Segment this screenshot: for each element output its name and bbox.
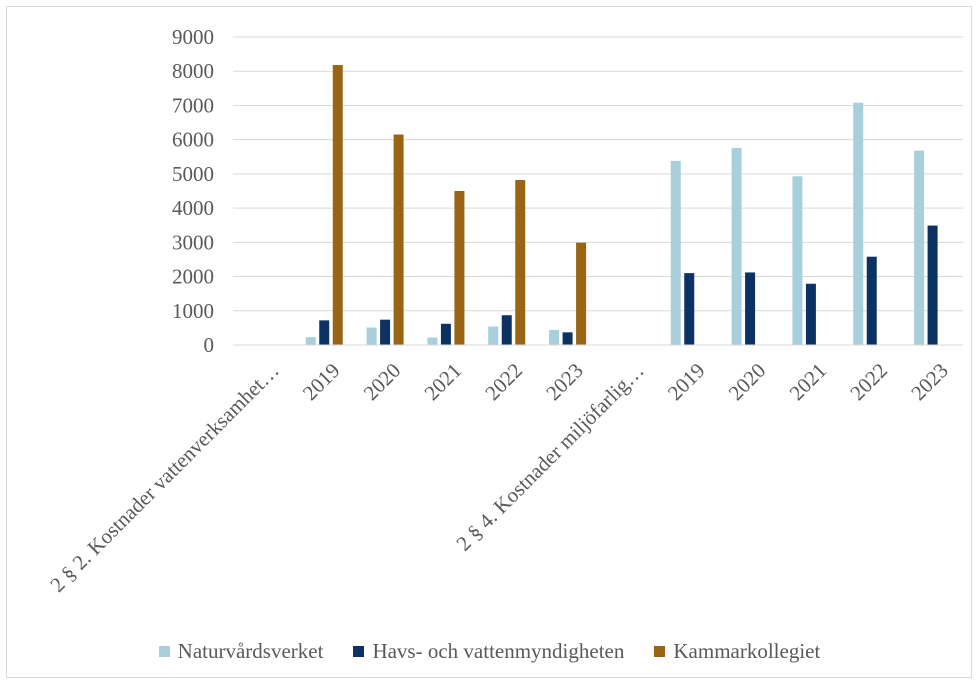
bar-havs-och-vattenmyndigheten-2	[380, 319, 391, 345]
bar-naturv-rdsverket-2	[366, 327, 377, 345]
x-tick-label: 2021	[785, 358, 832, 405]
bar-naturv-rdsverket-1	[305, 337, 316, 345]
y-tick-label: 2000	[172, 265, 214, 289]
y-tick-label: 1000	[172, 299, 214, 323]
legend: Naturvårdsverket Havs- och vattenmyndigh…	[0, 636, 979, 666]
legend-item-kammarkollegiet: Kammarkollegiet	[654, 639, 820, 664]
bar-naturv-rdsverket-8	[731, 147, 742, 345]
bar-kammarkollegiet-2	[393, 134, 404, 345]
y-tick-label: 4000	[172, 196, 214, 220]
x-tick-label: 2021	[420, 358, 467, 405]
x-tick-label: 2020	[724, 358, 771, 405]
y-tick-label: 7000	[172, 93, 214, 117]
bar-kammarkollegiet-1	[332, 65, 343, 345]
bar-kammarkollegiet-5	[576, 242, 587, 345]
bar-havs-och-vattenmyndigheten-10	[866, 256, 877, 345]
y-tick-label: 5000	[172, 162, 214, 186]
legend-item-naturvardsverket: Naturvårdsverket	[158, 638, 324, 664]
bar-havs-och-vattenmyndigheten-4	[501, 315, 512, 345]
bar-havs-och-vattenmyndigheten-9	[805, 283, 816, 345]
legend-label-naturvardsverket: Naturvårdsverket	[177, 638, 324, 663]
x-tick-label: 2020	[359, 358, 406, 405]
x-tick-label: 2023	[541, 358, 588, 405]
x-tick-label: 2022	[480, 358, 527, 405]
y-tick-label: 3000	[172, 230, 214, 254]
bar-naturv-rdsverket-10	[853, 102, 864, 345]
bar-naturv-rdsverket-11	[914, 150, 925, 345]
bar-kammarkollegiet-4	[515, 180, 526, 345]
x-tick-label: 2019	[663, 358, 710, 405]
bar-naturv-rdsverket-3	[427, 337, 438, 345]
bar-havs-och-vattenmyndigheten-5	[562, 332, 573, 345]
bar-naturv-rdsverket-5	[549, 329, 560, 345]
bar-kammarkollegiet-3	[454, 191, 465, 345]
y-tick-label: 6000	[172, 128, 214, 152]
x-tick-label: 2022	[845, 358, 892, 405]
x-tick-label: 2023	[906, 358, 953, 405]
legend-item-havs-och-vattenmyndigheten: Havs- och vattenmyndigheten	[353, 639, 624, 664]
y-tick-label: 9000	[172, 25, 214, 49]
bar-havs-och-vattenmyndigheten-3	[440, 323, 451, 345]
x-tick-label: 2 § 2. Kostnader vattenverksamhet…	[45, 358, 283, 596]
legend-label-havs-och-vattenmyndigheten: Havs- och vattenmyndigheten	[372, 638, 625, 663]
bar-havs-och-vattenmyndigheten-11	[927, 225, 938, 345]
y-tick-label: 8000	[172, 59, 214, 83]
legend-swatch-havs-och-vattenmyndigheten	[353, 645, 365, 657]
bar-naturv-rdsverket-7	[670, 160, 681, 345]
bar-havs-och-vattenmyndigheten-7	[684, 273, 695, 345]
legend-swatch-naturvardsverket	[158, 645, 170, 657]
bar-havs-och-vattenmyndigheten-1	[319, 320, 330, 345]
legend-swatch-kammarkollegiet	[654, 645, 666, 657]
bar-naturv-rdsverket-4	[488, 326, 499, 345]
bar-havs-och-vattenmyndigheten-8	[745, 272, 756, 345]
bar-naturv-rdsverket-9	[792, 176, 803, 345]
x-tick-label: 2019	[298, 358, 345, 405]
y-tick-label: 0	[204, 333, 215, 357]
legend-label-kammarkollegiet: Kammarkollegiet	[673, 638, 821, 663]
